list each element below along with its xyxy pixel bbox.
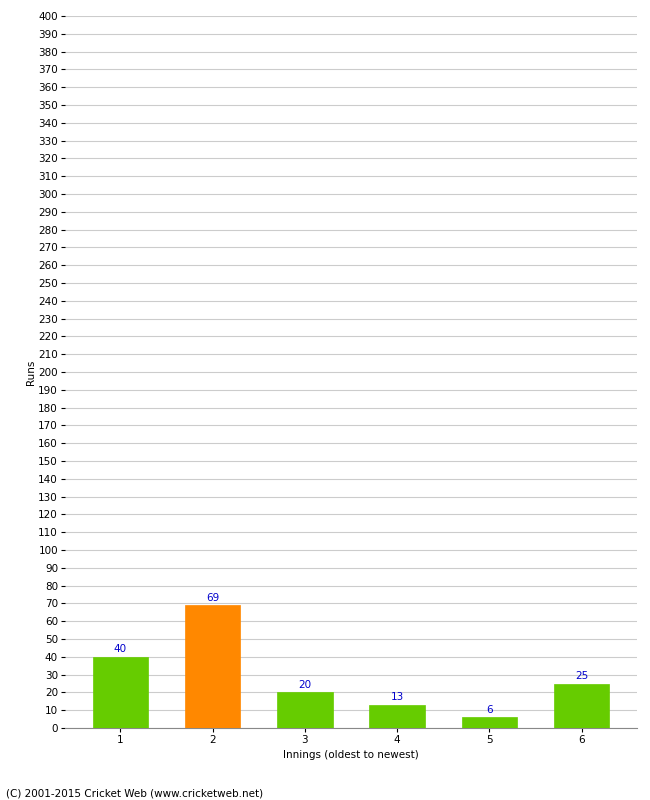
- Y-axis label: Runs: Runs: [25, 359, 36, 385]
- Text: 25: 25: [575, 671, 588, 681]
- X-axis label: Innings (oldest to newest): Innings (oldest to newest): [283, 750, 419, 761]
- Bar: [277, 693, 333, 728]
- Text: 6: 6: [486, 705, 493, 714]
- Bar: [462, 718, 517, 728]
- Text: 20: 20: [298, 680, 311, 690]
- Text: 13: 13: [391, 692, 404, 702]
- Bar: [369, 705, 425, 728]
- Bar: [93, 657, 148, 728]
- Text: 69: 69: [206, 593, 219, 602]
- Bar: [554, 683, 609, 728]
- Bar: [185, 605, 240, 728]
- Text: (C) 2001-2015 Cricket Web (www.cricketweb.net): (C) 2001-2015 Cricket Web (www.cricketwe…: [6, 788, 264, 798]
- Text: 40: 40: [114, 644, 127, 654]
